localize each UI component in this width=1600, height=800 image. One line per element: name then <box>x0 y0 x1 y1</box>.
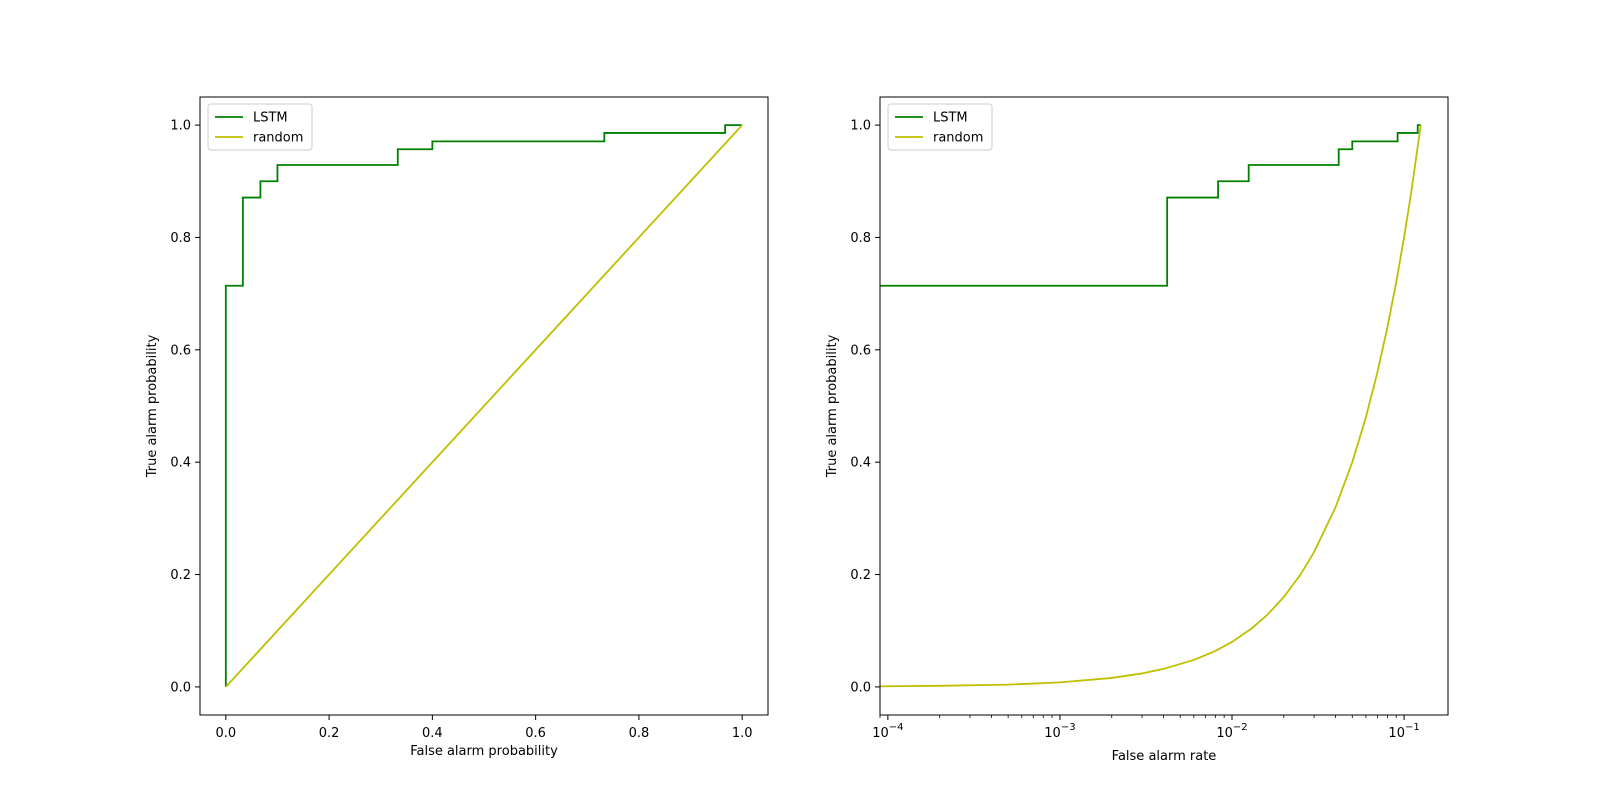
x-tick-label: 0.0 <box>215 726 236 741</box>
x-tick-label: 1.0 <box>732 726 753 741</box>
legend-label: LSTM <box>933 111 968 126</box>
legend-box <box>887 103 993 151</box>
legend: LSTM random <box>207 103 313 151</box>
y-tick-label: 0.2 <box>170 568 191 583</box>
x-axis-label: False alarm probability <box>410 744 558 759</box>
legend-label: random <box>253 131 303 146</box>
x-tick-label: 10−2 <box>1216 722 1247 741</box>
x-tick-label: 0.6 <box>525 726 546 741</box>
y-tick-label: 0.4 <box>170 456 191 471</box>
y-tick-label: 1.0 <box>850 119 871 134</box>
legend-label: LSTM <box>253 111 288 126</box>
y-axis-label: True alarm probability <box>145 334 160 478</box>
series-line-random <box>225 124 743 688</box>
x-tick-label: 10−1 <box>1388 722 1419 741</box>
legend-label: random <box>933 131 983 146</box>
y-tick-label: 0.0 <box>850 680 871 695</box>
y-tick-label: 1.0 <box>170 119 191 134</box>
y-axis-label: True alarm probability <box>825 334 840 478</box>
y-tick-label: 0.4 <box>850 456 871 471</box>
x-tick-label: 0.8 <box>629 726 650 741</box>
y-tick-label: 0.8 <box>170 231 191 246</box>
y-tick-label: 0.6 <box>170 343 191 358</box>
y-tick-label: 0.8 <box>850 231 871 246</box>
legend: LSTM random <box>887 103 993 151</box>
x-tick-label: 10−4 <box>872 722 903 741</box>
legend-box <box>207 103 313 151</box>
x-tick-label: 0.4 <box>422 726 443 741</box>
y-tick-label: 0.6 <box>850 343 871 358</box>
roc-plot-linear: 0.0 0.2 0.4 0.6 0.8 1.0 0.0 0.2 0.4 0.6 0.8 1.0 Fals… <box>145 96 769 759</box>
x-tick-label: 0.2 <box>319 726 340 741</box>
y-tick-label: 0.0 <box>170 680 191 695</box>
series-line-lstm <box>224 124 743 687</box>
y-tick-label: 0.2 <box>850 568 871 583</box>
x-axis-label: False alarm rate <box>1112 749 1217 764</box>
series-line-lstm <box>880 124 1421 287</box>
x-tick-label: 10−3 <box>1044 722 1075 741</box>
series-line-random <box>879 124 1422 688</box>
axes-frame <box>879 96 1449 716</box>
roc-plot-log: 10−4 10−3 10−2 10−1 0.0 0.2 0.4 0.6 0.8 1.0 False … <box>825 96 1449 764</box>
axes-frame <box>199 96 769 716</box>
